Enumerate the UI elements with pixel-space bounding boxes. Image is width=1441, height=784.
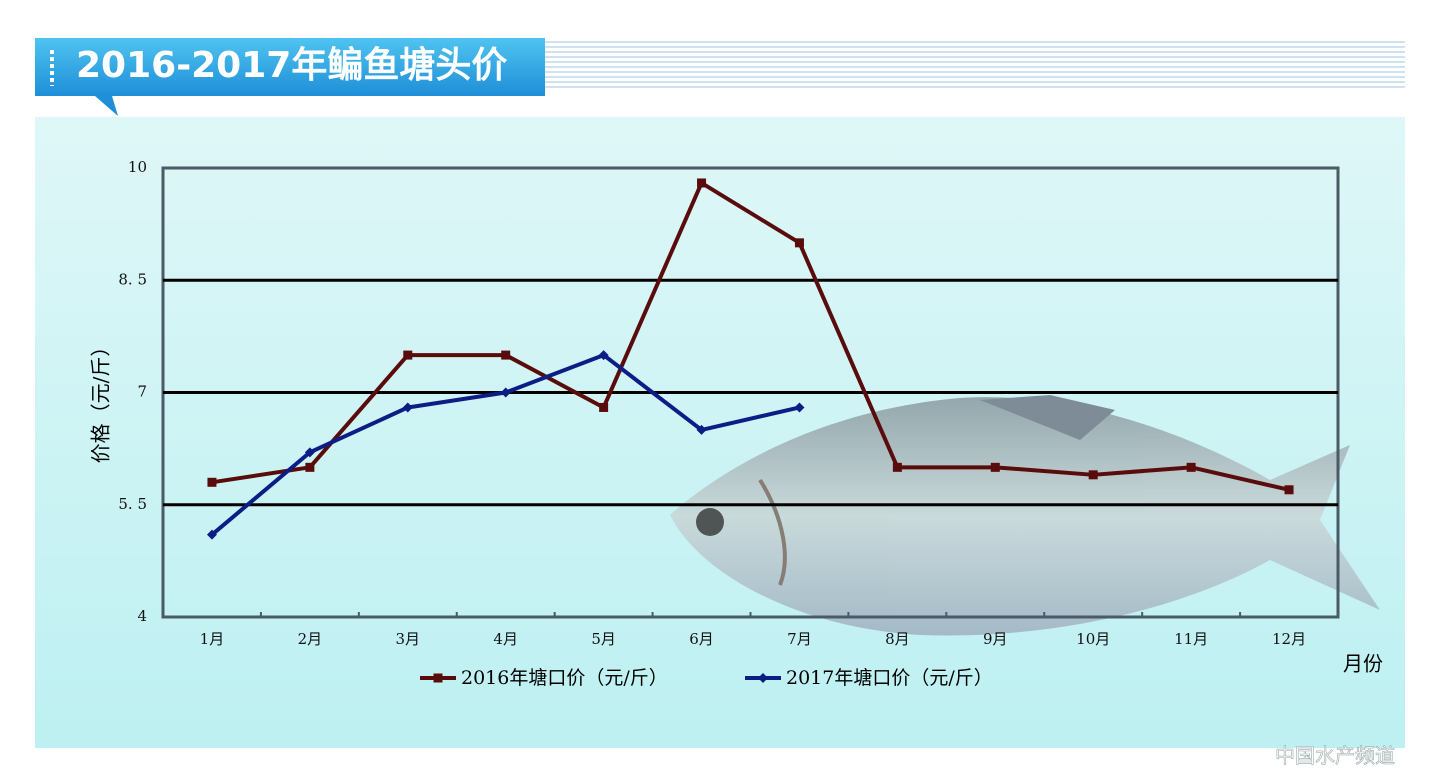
- banner-tab: [95, 96, 118, 116]
- point: [794, 238, 804, 248]
- title-banner: [35, 38, 545, 96]
- point: [1088, 470, 1098, 480]
- point: [758, 673, 768, 683]
- point: [206, 529, 217, 540]
- x-tick-label: 9月: [983, 630, 1008, 648]
- chart-title: 2016-2017年鳊鱼塘头价: [76, 45, 507, 86]
- x-tick-label: 7月: [787, 630, 812, 648]
- y-tick-label: 5. 5: [118, 495, 147, 513]
- y-tick-label: 7: [137, 383, 147, 401]
- point: [305, 462, 315, 472]
- chart-panel: [35, 117, 1405, 748]
- x-tick-label: 1月: [200, 630, 225, 648]
- x-tick-label: 3月: [396, 630, 421, 648]
- point: [433, 673, 443, 683]
- x-tick-label: 11月: [1174, 630, 1208, 648]
- point: [402, 402, 413, 413]
- x-tick-label: 5月: [591, 630, 616, 648]
- point: [697, 178, 707, 188]
- y-axis-label: 价格（元/斤）: [89, 337, 113, 464]
- x-tick-label: 2月: [298, 630, 323, 648]
- point: [696, 424, 707, 435]
- y-tick-label: 8. 5: [118, 270, 147, 288]
- fish-image: [670, 395, 1380, 636]
- watermark: 中国水产频道: [1275, 744, 1395, 768]
- point: [207, 477, 217, 487]
- x-tick-label: 12月: [1272, 630, 1306, 648]
- point: [403, 350, 413, 360]
- legend-label: 2016年塘口价（元/斤）: [461, 667, 668, 689]
- x-axis-label: 月份: [1343, 652, 1383, 676]
- point: [598, 350, 609, 361]
- point: [500, 387, 511, 398]
- y-tick-label: 4: [137, 607, 147, 625]
- legend-label: 2017年塘口价（元/斤）: [786, 667, 993, 689]
- point: [1186, 462, 1196, 472]
- x-tick-label: 4月: [493, 630, 518, 648]
- header-stripes: [545, 41, 1405, 88]
- point: [892, 462, 902, 472]
- x-tick-label: 8月: [885, 630, 910, 648]
- point: [501, 350, 511, 360]
- point: [794, 402, 805, 413]
- x-tick-label: 6月: [689, 630, 714, 648]
- point: [990, 462, 1000, 472]
- point: [1284, 485, 1294, 495]
- point: [304, 447, 315, 458]
- x-tick-label: 10月: [1076, 630, 1110, 648]
- y-tick-label: 10: [128, 158, 147, 176]
- series-line: [211, 180, 1290, 492]
- point: [599, 402, 609, 412]
